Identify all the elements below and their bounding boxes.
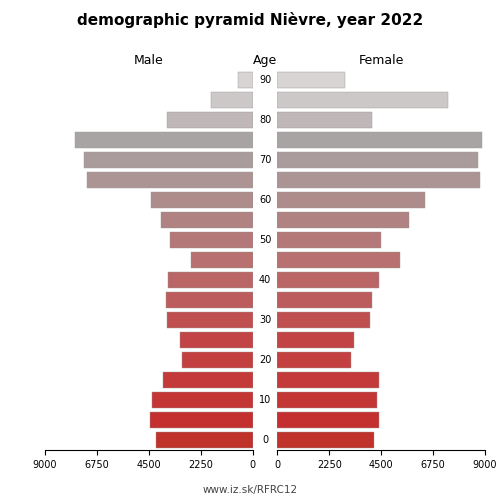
Bar (192, 252, 252, 268)
Text: 70: 70 (259, 155, 271, 165)
Text: www.iz.sk/RFRC12: www.iz.sk/RFRC12 (202, 485, 298, 495)
Bar (278, 292, 372, 308)
Bar (211, 92, 252, 108)
Bar (182, 352, 252, 368)
Bar (167, 112, 252, 128)
Bar (278, 192, 425, 208)
Bar (278, 432, 374, 448)
Bar (278, 332, 353, 348)
Bar (278, 352, 351, 368)
Bar (86, 172, 252, 188)
Bar (75, 132, 252, 148)
Bar (278, 372, 379, 388)
Bar (278, 212, 409, 228)
Bar (84, 152, 252, 168)
Bar (278, 312, 370, 328)
Bar (180, 332, 252, 348)
Text: 60: 60 (259, 195, 271, 205)
Bar (278, 112, 372, 128)
Bar (156, 432, 252, 448)
Bar (278, 172, 480, 188)
Title: Male: Male (134, 54, 164, 68)
Bar (151, 192, 252, 208)
Bar (278, 132, 482, 148)
Bar (278, 252, 400, 268)
Text: 0: 0 (262, 435, 268, 445)
Bar (166, 292, 252, 308)
Text: 80: 80 (259, 115, 271, 125)
Text: 50: 50 (259, 235, 271, 245)
Text: 20: 20 (259, 355, 271, 365)
Title: Age: Age (253, 54, 277, 68)
Text: 90: 90 (259, 75, 271, 85)
Text: demographic pyramid Nièvre, year 2022: demographic pyramid Nièvre, year 2022 (77, 12, 423, 28)
Bar (278, 72, 345, 88)
Text: 40: 40 (259, 275, 271, 285)
Bar (167, 312, 252, 328)
Bar (162, 212, 252, 228)
Bar (278, 392, 376, 408)
Bar (238, 72, 252, 88)
Bar (152, 392, 252, 408)
Bar (170, 232, 252, 248)
Bar (278, 412, 379, 428)
Bar (278, 152, 478, 168)
Bar (150, 412, 252, 428)
Bar (168, 272, 252, 288)
Bar (278, 272, 379, 288)
Bar (278, 232, 381, 248)
Text: 30: 30 (259, 315, 271, 325)
Bar (162, 372, 252, 388)
Bar (278, 92, 448, 108)
Title: Female: Female (358, 54, 404, 68)
Text: 10: 10 (259, 395, 271, 405)
